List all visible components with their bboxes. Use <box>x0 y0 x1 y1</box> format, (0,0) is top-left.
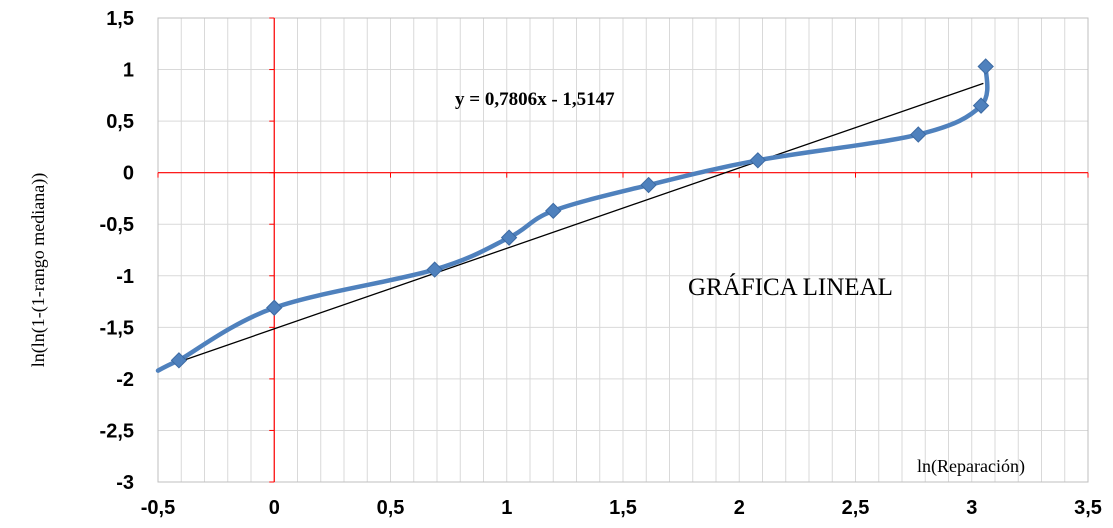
data-point-marker <box>640 176 657 194</box>
y-tick-label: 1,5 <box>106 8 134 30</box>
data-point-marker <box>749 152 767 169</box>
y-tick-label: 1 <box>123 60 134 82</box>
series-line <box>176 64 990 363</box>
x-axis-label: ln(Reparación) <box>917 456 1025 477</box>
y-tick-label: -3 <box>116 472 134 494</box>
x-tick-label: 2 <box>734 497 745 519</box>
data-point-marker <box>170 352 188 369</box>
data-point-marker <box>910 126 927 143</box>
grid <box>157 17 1089 483</box>
chart-title: GRÁFICA LINEAL <box>688 273 893 301</box>
series <box>155 58 994 373</box>
x-tick-label: 2,5 <box>842 497 870 519</box>
y-tick-label: 0,5 <box>106 111 134 133</box>
trendline <box>157 82 984 370</box>
data-point-marker <box>266 299 283 316</box>
trendline-equation: y = 0,7806x - 1,5147 <box>455 89 615 110</box>
y-tick-label: -1,5 <box>100 317 134 339</box>
plot-border <box>157 17 1089 483</box>
y-tick-labels: 1,5 1 0,5 0 -0,5 -1 -1,5 -2 -2,5 -3 <box>100 8 134 494</box>
data-point-marker <box>977 58 994 75</box>
data-point-marker <box>545 202 562 220</box>
x-tick-label: 1 <box>501 497 512 519</box>
y-tick-label: 0 <box>123 163 134 185</box>
x-tick-labels: -0,5 0 0,5 1 1,5 2 2,5 3 3,5 <box>141 497 1102 519</box>
data-point-marker <box>426 261 443 278</box>
axes <box>157 17 1089 483</box>
x-tick-label: 0,5 <box>377 497 405 519</box>
y-tick-label: -2 <box>116 369 134 391</box>
x-tick-label: 0 <box>269 497 280 519</box>
x-tick-label: -0,5 <box>141 497 175 519</box>
y-tick-label: -1 <box>116 266 134 288</box>
y-tick-label: -2,5 <box>100 420 134 442</box>
trendline-line <box>157 82 984 370</box>
y-tick-label: -0,5 <box>100 214 134 236</box>
data-point-marker <box>500 229 518 246</box>
data-point-marker <box>972 97 990 114</box>
x-tick-label: 3,5 <box>1074 497 1102 519</box>
x-tick-label: 1,5 <box>609 497 637 519</box>
y-axis-label: ln(ln(1-(1-rango mediana)) <box>28 173 49 367</box>
x-tick-label: 3 <box>966 497 977 519</box>
